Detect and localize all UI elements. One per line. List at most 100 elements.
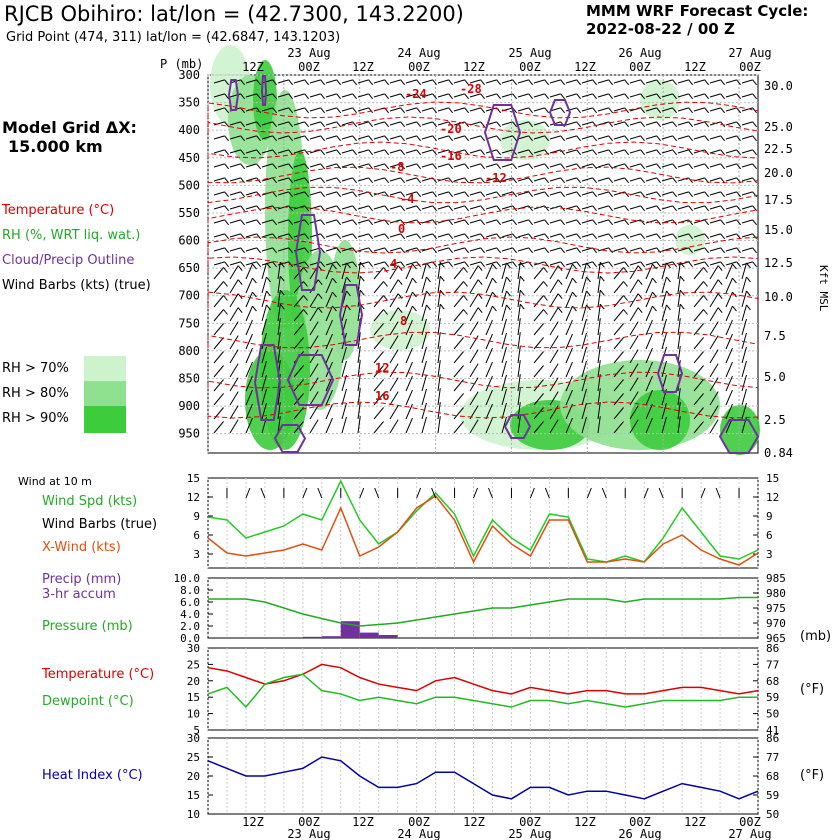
wind-barb-flag [688, 79, 694, 86]
bottom-day-label: 27 Aug [728, 827, 771, 840]
wind-barb [389, 135, 401, 140]
wind-barb [453, 351, 464, 364]
pressure-tick-label: 600 [178, 234, 200, 248]
wind-barb-flag [512, 93, 518, 100]
wind-barb [549, 177, 561, 182]
wind-barb-flag [519, 261, 525, 268]
wind-barb-flag [266, 276, 271, 283]
wind-barb [405, 177, 417, 182]
wind-barb [533, 93, 545, 98]
wind-barb-flag [224, 247, 230, 254]
surface-wind-barb [473, 487, 478, 499]
wind-barb [373, 295, 384, 308]
wind-barb [725, 177, 737, 182]
wind-speed-line [207, 479, 759, 563]
wind-barb-flag [448, 233, 454, 240]
wind-barb [373, 149, 385, 154]
wind-barb [293, 107, 305, 112]
wind-barb-flag [640, 79, 646, 86]
wind-barb [645, 291, 653, 308]
wind-barb-flag [224, 177, 230, 184]
wind-barb [581, 233, 593, 238]
wind-barb-flag [608, 205, 614, 212]
wind-barb [629, 93, 641, 98]
wind-barb [437, 276, 441, 294]
surface-wind-barb [317, 487, 323, 499]
rh-80-swatch [84, 381, 126, 406]
wind-barb [565, 261, 577, 266]
wind-barb [245, 389, 253, 406]
wind-barb-flag [557, 307, 563, 313]
wind-barb [709, 191, 721, 196]
wind-barb-flag [320, 233, 326, 240]
wind-barb [277, 318, 281, 336]
wind-barb-flag [688, 107, 694, 114]
wind-barb [373, 323, 384, 336]
wind-barb [469, 419, 479, 434]
wind-barb [709, 265, 719, 280]
wind-barb [453, 163, 465, 168]
wind-barb [245, 319, 253, 336]
wind-barb-flag [400, 191, 406, 198]
cloud-outline [656, 354, 684, 393]
wind-barb [741, 247, 753, 252]
wind-barb-flag [400, 247, 406, 254]
wind-barb-flag [592, 121, 598, 128]
wind-barb-flag [717, 265, 723, 271]
wind-barb-flag [383, 309, 388, 315]
wind-barb [341, 346, 347, 364]
wind-barb [597, 360, 601, 378]
wind-barb [693, 219, 705, 224]
wind-barb-flag [752, 107, 758, 114]
wind-barb-flag [272, 191, 278, 198]
wind-barb [741, 79, 753, 84]
wind-barb-flag [592, 79, 598, 86]
wind-barb-flag [384, 163, 390, 170]
wind-barb [725, 79, 737, 84]
wind-barb [565, 233, 577, 238]
wind-barb-flag [506, 290, 511, 297]
wind-barb-flag [543, 309, 548, 315]
wind-barb-flag [672, 191, 678, 198]
wind-barb-flag [224, 163, 230, 170]
wind-barb-flag [224, 79, 230, 86]
wind-barb-flag [752, 135, 758, 142]
wind-barb [421, 233, 433, 238]
wind-barb [437, 360, 441, 378]
wind-barb [437, 191, 449, 196]
wind-barb [549, 349, 559, 364]
precip-label: Precip (mm) [42, 572, 122, 587]
wind-barb-flag [336, 135, 342, 142]
wind-barb-flag [368, 107, 374, 114]
bottom-hour-label: 12Z [463, 815, 485, 829]
temperature-contour [207, 331, 759, 349]
wind-barb [677, 149, 689, 154]
wind-barb-flag [656, 177, 662, 184]
wind-barb [613, 351, 624, 364]
wind-barb-flag [688, 191, 694, 198]
wind-barb [277, 233, 289, 238]
wind-barb-flag [448, 79, 454, 86]
wind-barb-flag [652, 305, 657, 312]
wind-barb-flag [496, 121, 502, 128]
wind-barb [613, 309, 624, 322]
height-tick-label: 15.0 [764, 223, 793, 237]
wind-barb [597, 107, 609, 112]
wind-barb-flag [640, 163, 646, 170]
cloud-outline [483, 104, 522, 161]
wind-barb [565, 163, 577, 168]
rh-80-label: RH > 80% [2, 386, 69, 401]
wind-barb-flag [352, 149, 358, 156]
wind-barb [325, 135, 337, 140]
wind-barb [229, 177, 241, 182]
wind-barb [661, 247, 673, 252]
wind-barb-flag [624, 247, 630, 254]
height-tick-label: 22.5 [764, 142, 793, 156]
wind-barb [565, 205, 577, 210]
wind-barb-flag [652, 277, 657, 284]
wind-barb-flag [704, 261, 710, 268]
wind-barb [741, 163, 753, 168]
wind-barb [437, 163, 449, 168]
wind-barb [517, 233, 529, 238]
wind-barb-flag [288, 107, 294, 114]
